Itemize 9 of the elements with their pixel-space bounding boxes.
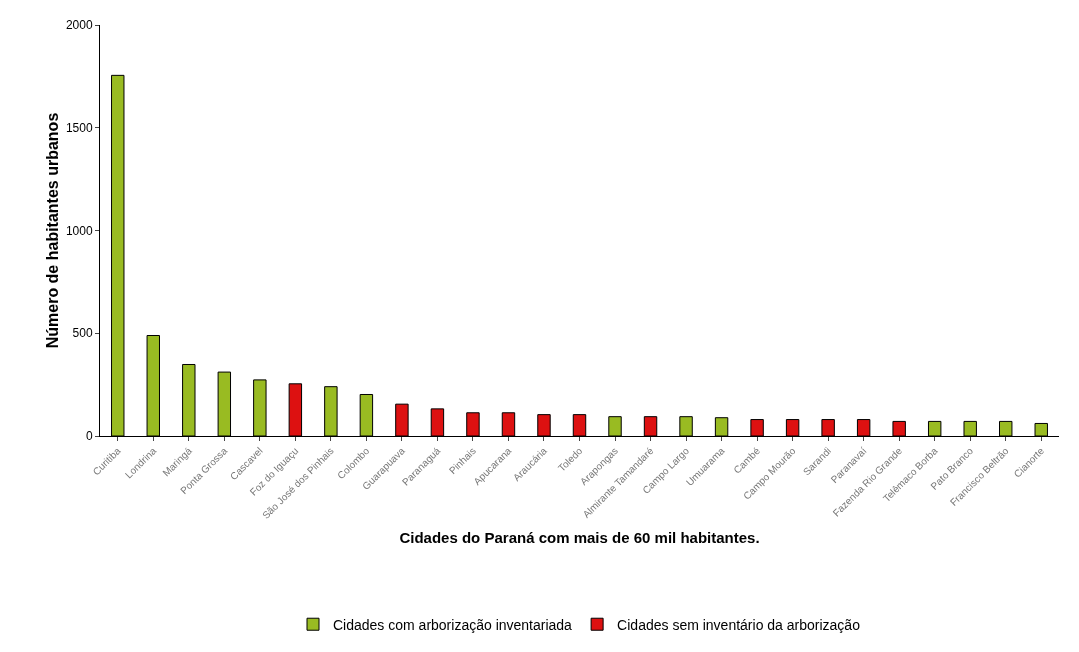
x-axis-title: Cidades do Paraná com mais de 60 mil habitantes. (399, 528, 760, 546)
legend-label: Cidades sem inventário da arborização (617, 616, 861, 633)
y-axis-title: Número de habitantes urbanos (44, 112, 61, 349)
legend-label: Cidades com arborização inventariada (333, 616, 573, 633)
y-tick-label: 2000 (65, 18, 93, 33)
y-tick-label: 1000 (65, 223, 93, 238)
y-tick-label: 1500 (65, 120, 93, 135)
y-tick-label: 500 (72, 326, 93, 341)
y-tick-label: 0 (85, 429, 93, 444)
